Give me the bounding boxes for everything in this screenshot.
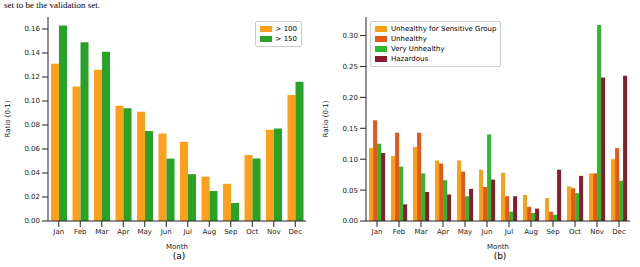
svg-text:0.05: 0.05 [342, 187, 358, 195]
svg-text:Oct: Oct [246, 228, 258, 236]
html-text:set to be the validation set.: set to be the validation set. [4, 0, 100, 10]
svg-text:Feb: Feb [74, 228, 87, 236]
svg-text:Jun: Jun [481, 228, 493, 236]
html-text:Unhealthy: Unhealthy [391, 35, 427, 43]
svg-text:Dec: Dec [288, 228, 302, 236]
svg-text:0.02: 0.02 [24, 193, 40, 201]
svg-text:Sep: Sep [224, 228, 238, 236]
svg-text:0.16: 0.16 [24, 25, 40, 33]
svg-text:Jan: Jan [52, 228, 64, 236]
svg-text:Aug: Aug [524, 228, 538, 236]
svg-text:Ratio (0-1): Ratio (0-1) [8, 100, 12, 137]
html-text:> 100: > 100 [275, 25, 297, 33]
svg-text:0.25: 0.25 [342, 63, 358, 71]
svg-text:Jul: Jul [183, 228, 193, 236]
svg-text:Nov: Nov [267, 228, 281, 236]
svg-text:0.30: 0.30 [342, 32, 358, 40]
svg-text:0.00: 0.00 [342, 217, 358, 225]
svg-text:May: May [138, 228, 152, 236]
svg-text:Jul: Jul [504, 228, 514, 236]
svg-text:0.10: 0.10 [24, 97, 40, 105]
svg-text:Dec: Dec [612, 228, 626, 236]
svg-text:Month: Month [487, 243, 509, 249]
svg-text:Month: Month [166, 243, 188, 249]
svg-text:Feb: Feb [393, 228, 406, 236]
html-text:(a): (a) [172, 251, 186, 261]
svg-text:Apr: Apr [437, 228, 449, 236]
html-text:(b): (b) [493, 251, 507, 261]
svg-text:0.08: 0.08 [24, 121, 40, 129]
svg-text:Jun: Jun [160, 228, 172, 236]
svg-text:Mar: Mar [95, 228, 108, 236]
svg-text:0.00: 0.00 [24, 217, 40, 225]
svg-text:Sep: Sep [546, 228, 560, 236]
svg-text:0.10: 0.10 [342, 156, 358, 164]
svg-text:0.20: 0.20 [342, 94, 358, 102]
svg-text:Jan: Jan [371, 228, 383, 236]
html-text:Very Unhealthy: Very Unhealthy [391, 45, 445, 53]
svg-text:0.15: 0.15 [342, 125, 358, 133]
svg-text:Ratio (0-1): Ratio (0-1) [322, 100, 330, 137]
svg-text:Oct: Oct [569, 228, 581, 236]
html-text:Hazardous: Hazardous [391, 55, 429, 63]
svg-text:Aug: Aug [202, 228, 216, 236]
svg-text:Apr: Apr [117, 228, 129, 236]
svg-text:0.12: 0.12 [24, 73, 40, 81]
svg-text:0.14: 0.14 [24, 49, 40, 57]
svg-text:Mar: Mar [414, 228, 427, 236]
svg-text:0.04: 0.04 [24, 169, 40, 177]
html-text:> 150: > 150 [275, 35, 297, 43]
html-text:Unhealthy for Sensitive Group: Unhealthy for Sensitive Group [391, 25, 497, 33]
svg-text:Nov: Nov [590, 228, 604, 236]
svg-text:0.06: 0.06 [24, 145, 40, 153]
svg-text:May: May [458, 228, 472, 236]
